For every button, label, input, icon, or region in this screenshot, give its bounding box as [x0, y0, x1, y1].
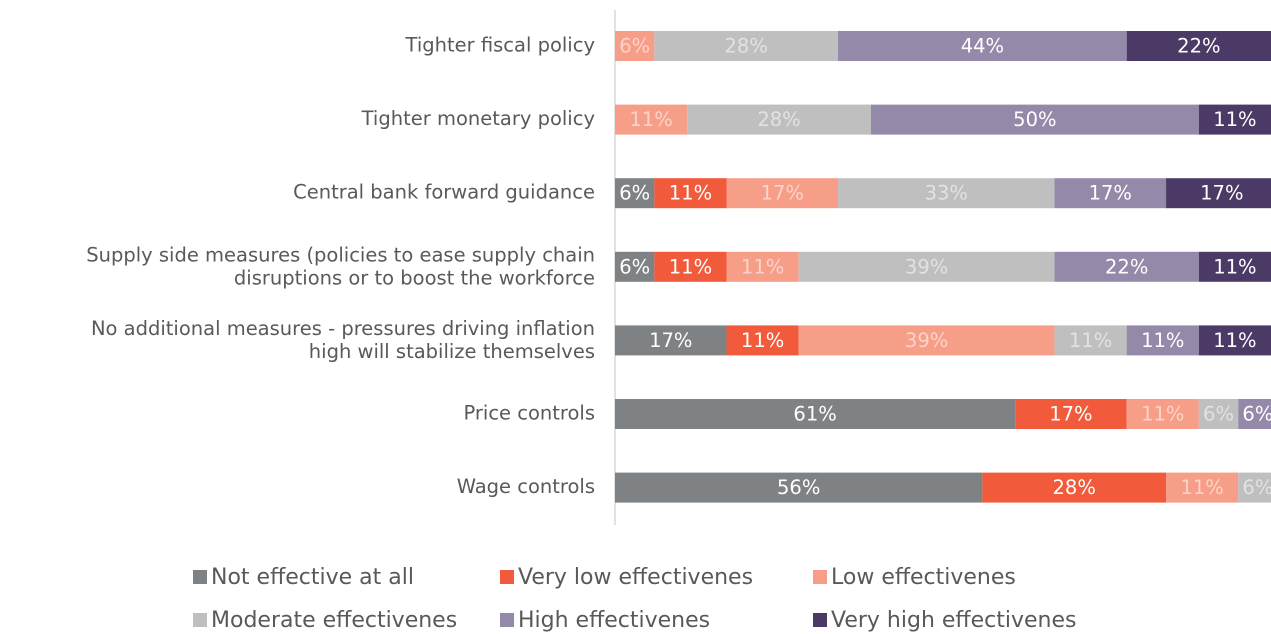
bar-segment — [1198, 251, 1271, 282]
bar-segment — [1166, 472, 1239, 503]
plot-area: 6% 28% 44% 22% 11% 28% 50% 11% 6% 11% 17% 33% 17% 17%… — [615, 31, 1271, 503]
bar-segment — [615, 472, 983, 503]
value-label: 11% — [1141, 329, 1184, 352]
legend-swatch — [500, 570, 514, 584]
bar-segment — [654, 178, 727, 209]
value-label: 44% — [961, 35, 1004, 58]
value-label: 11% — [1213, 329, 1256, 352]
value-label: 33% — [925, 182, 968, 205]
legend-swatch — [193, 570, 207, 584]
value-label: 11% — [1213, 108, 1256, 131]
value-label: 11% — [1213, 255, 1256, 278]
bar-segment — [615, 399, 1016, 429]
value-label: 22% — [1105, 255, 1148, 278]
bar-segment — [1198, 399, 1239, 429]
bar-segment — [1126, 325, 1199, 356]
bar-segment — [1198, 325, 1271, 356]
bar-segment — [726, 251, 799, 282]
bar-segment — [687, 104, 871, 135]
bar-segment — [1198, 104, 1271, 135]
bar-segment — [726, 178, 839, 209]
category-label: No additional measures - pressures drivi… — [91, 316, 595, 362]
bar-segment — [1015, 399, 1127, 429]
bar-segment — [798, 325, 1055, 356]
bar-segment — [1238, 472, 1271, 503]
value-label: 17% — [1089, 182, 1132, 205]
category-label: Tighter monetary policy — [361, 107, 595, 130]
bar-segment — [1054, 178, 1167, 209]
value-label: 11% — [629, 108, 672, 131]
bar-segment — [726, 325, 799, 356]
value-label: 28% — [725, 35, 768, 58]
value-label: 39% — [905, 329, 948, 352]
value-label: 50% — [1013, 108, 1056, 131]
bar-segment — [798, 251, 1055, 282]
bar-segment — [982, 472, 1167, 503]
value-label: 11% — [1141, 403, 1184, 426]
bar-segment — [1054, 251, 1199, 282]
value-label: 6% — [619, 182, 650, 205]
value-label: 17% — [761, 182, 804, 205]
bar-segment — [654, 31, 839, 61]
value-label: 11% — [669, 255, 712, 278]
bar-segment — [1166, 178, 1271, 209]
value-label: 11% — [669, 182, 712, 205]
value-label: 22% — [1177, 35, 1220, 58]
legend-swatch — [813, 613, 827, 627]
value-label: 11% — [741, 255, 784, 278]
category-label: Wage controls — [457, 475, 595, 498]
legend-label: Low effectivenes — [831, 565, 1016, 590]
bar-segment — [1126, 399, 1199, 429]
value-label: 56% — [777, 476, 820, 499]
value-label: 39% — [905, 255, 948, 278]
legend-label: Not effective at all — [211, 565, 414, 590]
bar-segment — [615, 104, 688, 135]
value-label: 6% — [1203, 403, 1234, 426]
bar-segment — [654, 251, 727, 282]
value-label: 28% — [1053, 476, 1096, 499]
bar-segment — [838, 178, 1055, 209]
category-label: Supply side measures (policies to ease s… — [86, 243, 595, 289]
bar-segment — [615, 178, 655, 209]
legend-swatch — [193, 613, 207, 627]
value-label: 6% — [1242, 476, 1271, 499]
bar-segment — [615, 31, 655, 61]
value-label: 11% — [1069, 329, 1112, 352]
value-label: 6% — [1242, 403, 1271, 426]
category-label: Price controls — [463, 402, 595, 425]
bar-segment — [870, 104, 1199, 135]
value-label: 6% — [619, 255, 650, 278]
value-label: 17% — [649, 329, 692, 352]
legend-swatch — [500, 613, 514, 627]
legend-label: Very low effectivenes — [518, 565, 753, 590]
value-label: 61% — [793, 403, 836, 426]
value-label: 17% — [1200, 182, 1243, 205]
legend-label: High effectivenes — [518, 608, 710, 633]
value-label: 11% — [1180, 476, 1223, 499]
legend-label: Moderate effectivenes — [211, 608, 457, 633]
value-label: 6% — [619, 35, 650, 58]
bar-segment — [1238, 399, 1271, 429]
category-label: Central bank forward guidance — [293, 181, 595, 204]
value-label: 11% — [741, 329, 784, 352]
bar-segment — [838, 31, 1127, 61]
category-label: Tighter fiscal policy — [405, 34, 595, 57]
value-label: 17% — [1049, 403, 1092, 426]
bar-segment — [1054, 325, 1127, 356]
bar-segment — [615, 325, 727, 356]
legend-label: Very high effectivenes — [831, 608, 1076, 633]
bar-segment — [1126, 31, 1271, 61]
value-label: 28% — [757, 108, 800, 131]
bar-segment — [615, 251, 655, 282]
legend-swatch — [813, 570, 827, 584]
